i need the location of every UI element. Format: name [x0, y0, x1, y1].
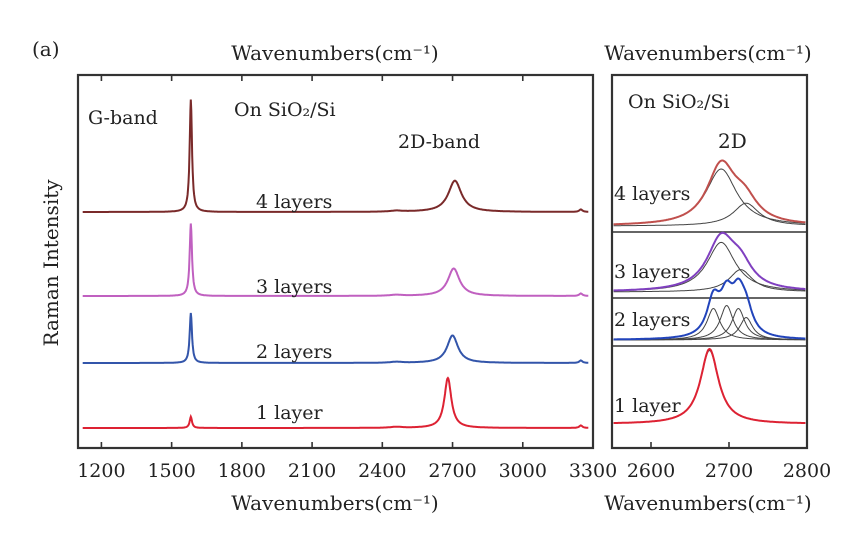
inset-fit-component	[613, 269, 806, 293]
main-bottom-xlabel: Wavenumbers(cm⁻¹)	[231, 491, 438, 515]
main-x-tick-label: 2400	[358, 460, 406, 482]
spectrum-line-1-layer	[82, 376, 589, 429]
series-label-4-layers: 4 layers	[256, 191, 332, 213]
inset-x-tick-label: 2800	[783, 460, 831, 482]
panel-label: (a)	[32, 37, 60, 61]
d2-band-label: 2D-band	[398, 131, 480, 153]
main-x-tick-label: 3300	[569, 460, 617, 482]
inset-fit-component	[613, 202, 806, 227]
inset-spectrum-4-layers	[613, 159, 806, 226]
inset-label-2-layers: 2 layers	[614, 309, 690, 331]
spectrum-line-2-layers	[82, 312, 589, 364]
main-series-group	[82, 99, 589, 429]
inset-substrate-label: On SiO₂/Si	[628, 91, 730, 113]
inset-series-group	[613, 159, 806, 424]
main-plot-frame	[76, 73, 595, 450]
inset-spectrum-3-layers	[613, 231, 806, 292]
inset-x-ticks: 2600 2700 2800	[627, 442, 831, 482]
y-axis-label: Raman Intensity	[39, 179, 63, 347]
main-top-xlabel: Wavenumbers(cm⁻¹)	[231, 41, 438, 65]
inset-2d-panel: Wavenumbers(cm⁻¹) Wavenumbers(cm⁻¹) 2600…	[604, 41, 831, 515]
inset-spectrum-1-layer	[613, 347, 806, 424]
main-x-ticks: 1200 1500 1800 2100 2400 2700 3000 3300	[77, 75, 617, 482]
series-label-2-layers: 2 layers	[256, 341, 332, 363]
main-substrate-label: On SiO₂/Si	[234, 99, 336, 121]
main-x-tick-label: 1800	[218, 460, 266, 482]
inset-x-tick-label: 2600	[627, 460, 675, 482]
inset-bottom-xlabel: Wavenumbers(cm⁻¹)	[604, 491, 811, 515]
spectrum-line-4-layers	[82, 99, 589, 213]
main-x-tick-label: 2100	[288, 460, 336, 482]
inset-fit-component	[613, 316, 806, 341]
inset-label-4-layers: 4 layers	[614, 183, 690, 205]
main-spectra-panel: Wavenumbers(cm⁻¹) Wavenumbers(cm⁻¹) 1200…	[76, 41, 617, 515]
main-x-tick-label: 3000	[499, 460, 547, 482]
inset-spectrum-2-layers	[613, 277, 806, 341]
inset-label-3-layers: 3 layers	[614, 261, 690, 283]
inset-title-2d: 2D	[718, 129, 747, 153]
series-label-1-layer: 1 layer	[256, 402, 324, 424]
series-label-3-layers: 3 layers	[256, 276, 332, 298]
main-x-tick-label: 2700	[428, 460, 476, 482]
spectrum-line-3-layers	[82, 223, 589, 297]
main-x-tick-label: 1500	[147, 460, 195, 482]
inset-top-xlabel: Wavenumbers(cm⁻¹)	[604, 41, 811, 65]
g-band-label: G-band	[88, 107, 158, 129]
main-x-tick-label: 1200	[77, 460, 125, 482]
inset-plot-frame	[610, 73, 809, 450]
inset-x-tick-label: 2700	[705, 460, 753, 482]
inset-label-1-layer: 1 layer	[614, 395, 682, 417]
